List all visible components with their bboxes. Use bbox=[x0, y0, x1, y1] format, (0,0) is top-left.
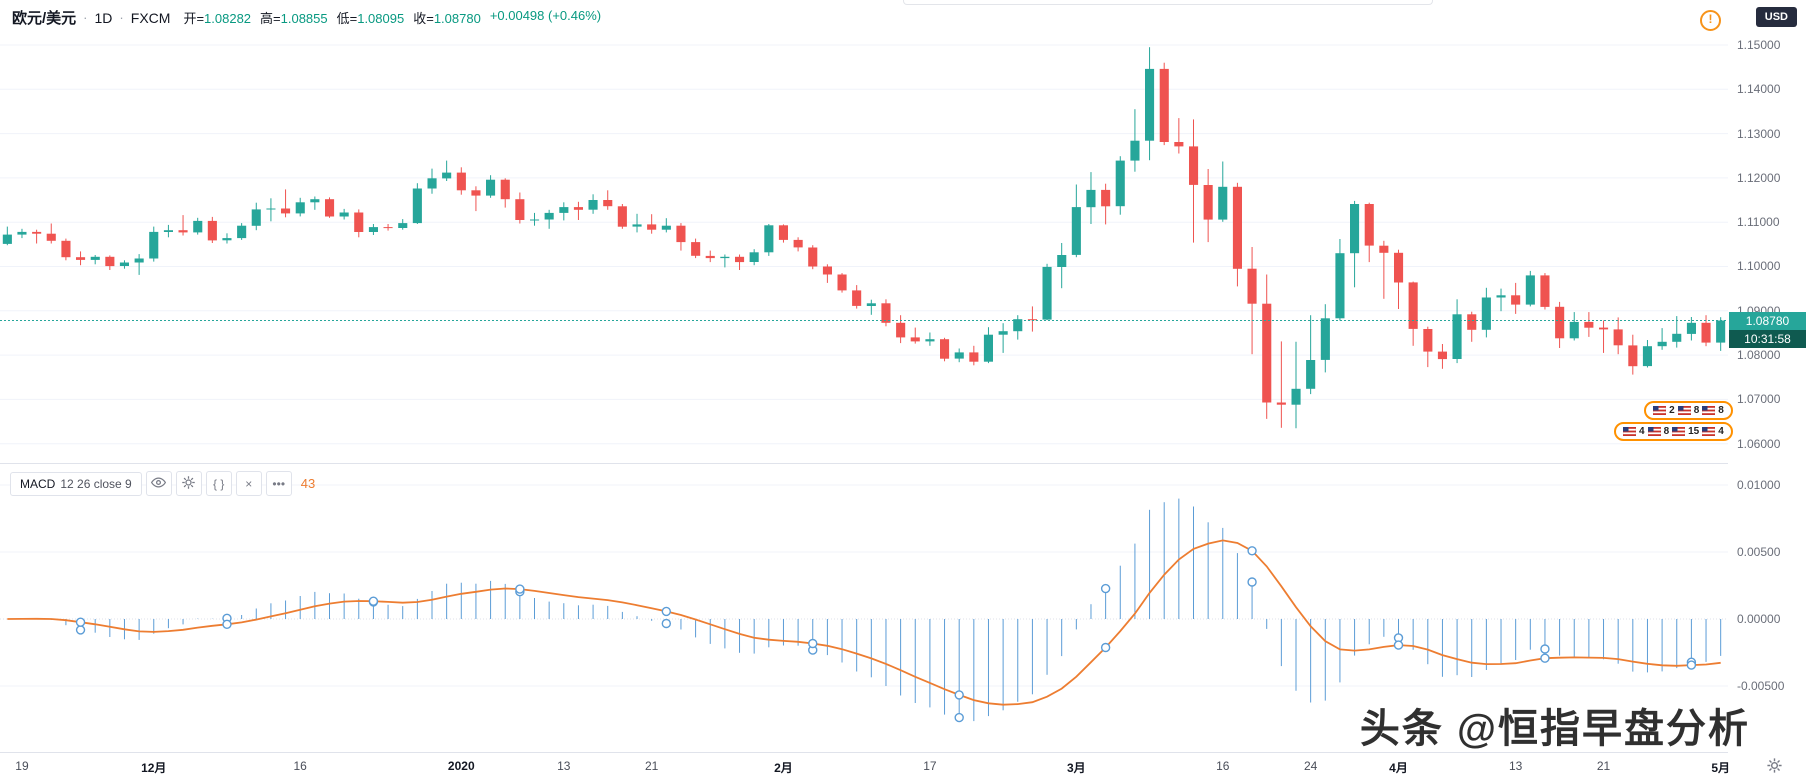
us-flag-icon bbox=[1647, 427, 1661, 436]
close-icon: × bbox=[245, 476, 253, 491]
close-value: 1.08780 bbox=[433, 11, 481, 26]
price-scale-label: 1.15000 bbox=[1737, 38, 1781, 52]
time-axis-label: 16 bbox=[1216, 759, 1230, 773]
price-scale-label: 1.14000 bbox=[1737, 82, 1781, 96]
time-axis-label: 4月 bbox=[1389, 761, 1408, 775]
time-axis-label: 21 bbox=[644, 759, 659, 773]
us-flag-icon bbox=[1653, 406, 1667, 415]
price-scale[interactable]: 1.15000 1.14000 1.13000 1.12000 1.11000 1.100… bbox=[1728, 0, 1808, 753]
last-price-badge: 1.08780 bbox=[1729, 312, 1806, 330]
price-scale-label: 1.06000 bbox=[1737, 437, 1781, 451]
price-scale-label: 1.07000 bbox=[1737, 392, 1781, 406]
sticker-count: 4 bbox=[1718, 426, 1724, 437]
event-sticker-row[interactable]: 4 8 15 4 bbox=[1614, 422, 1733, 441]
floating-toolbar-edge bbox=[903, 0, 1433, 5]
source-code-button[interactable]: { } bbox=[205, 471, 232, 496]
time-axis-label: 2月 bbox=[774, 761, 793, 775]
macd-title-box[interactable]: MACD 12 26 close 9 bbox=[10, 471, 142, 496]
sticker-count: 4 bbox=[1639, 426, 1645, 437]
open-label: 开= bbox=[183, 11, 205, 26]
time-axis-label: 16 bbox=[293, 759, 307, 773]
symbol-legend: 欧元/美元 · 1D · FXCM 开=1.08282 高=1.08855 低=… bbox=[12, 7, 601, 28]
separator-dot: · bbox=[119, 10, 124, 25]
low-value: 1.08095 bbox=[357, 11, 405, 26]
price-scale-label: 1.08000 bbox=[1737, 348, 1781, 362]
us-flag-icon bbox=[1677, 406, 1691, 415]
price-scale-label: 1.11000 bbox=[1737, 215, 1780, 229]
symbol-name[interactable]: 欧元/美元 bbox=[12, 10, 77, 27]
time-axis-label: 24 bbox=[1303, 759, 1318, 773]
close-label: 收= bbox=[413, 11, 434, 26]
macd-legend: MACD 12 26 close 9 { } × ••• 43 bbox=[10, 471, 315, 496]
sticker-count: 8 bbox=[1718, 405, 1724, 416]
us-flag-icon bbox=[1702, 427, 1716, 436]
watermark-text: 头条 @恒指早盘分析 bbox=[1359, 707, 1750, 751]
macd-scale-label: -0.00500 bbox=[1737, 679, 1785, 693]
braces-icon: { } bbox=[213, 476, 225, 491]
ohlc-values: 开=1.08282 高=1.08855 低=1.08095 收=1.08780 … bbox=[183, 8, 601, 27]
sticker-count: 15 bbox=[1688, 426, 1700, 437]
sticker-count: 2 bbox=[1669, 405, 1675, 416]
change-text: +0.00498 (+0.46%) bbox=[489, 8, 602, 23]
macd-scale-label: 0.00500 bbox=[1737, 545, 1781, 559]
high-value: 1.08855 bbox=[280, 11, 328, 26]
time-axis-settings-button[interactable] bbox=[1766, 757, 1783, 774]
low-label: 低= bbox=[336, 11, 358, 26]
more-icon: ••• bbox=[272, 476, 286, 491]
time-axis-label: 13 bbox=[557, 759, 571, 773]
macd-scale-label: 0.01000 bbox=[1737, 478, 1781, 492]
time-axis-label: 17 bbox=[923, 759, 937, 773]
macd-scale-label: 0.00000 bbox=[1737, 612, 1781, 626]
interval-label[interactable]: 1D bbox=[94, 9, 113, 26]
time-axis-label: 5月 bbox=[1711, 761, 1731, 775]
eye-icon bbox=[151, 475, 167, 493]
exchange-label[interactable]: FXCM bbox=[130, 9, 171, 26]
time-axis-label: 13 bbox=[1508, 759, 1523, 773]
high-label: 高= bbox=[260, 11, 281, 26]
price-scale-label: 1.13000 bbox=[1737, 127, 1781, 141]
time-axis-label: 12月 bbox=[141, 761, 167, 775]
us-flag-icon bbox=[1672, 427, 1686, 436]
time-axis-label: 2020 bbox=[447, 759, 475, 773]
data-delayed-icon[interactable]: ! bbox=[1700, 10, 1721, 31]
remove-indicator-button[interactable]: × bbox=[235, 471, 262, 496]
macd-title: MACD bbox=[20, 476, 56, 491]
currency-badge[interactable]: USD bbox=[1755, 7, 1797, 27]
us-flag-icon bbox=[1623, 427, 1636, 436]
more-options-button[interactable]: ••• bbox=[265, 471, 292, 496]
time-axis[interactable]: 19 12月 16 2020 13 21 2月 17 3月 16 24 4月 13 21 5月 bbox=[0, 753, 1808, 779]
macd-params: 12 26 close 9 bbox=[60, 476, 132, 491]
event-sticker-row[interactable]: 2 8 8 bbox=[1644, 401, 1733, 420]
us-flag-icon bbox=[1702, 406, 1716, 415]
event-stickers: 2 8 8 4 8 15 4 bbox=[1614, 401, 1733, 441]
separator-dot: · bbox=[83, 10, 88, 25]
macd-value-text: 43 bbox=[300, 476, 316, 491]
sticker-count: 8 bbox=[1663, 426, 1670, 437]
time-axis-label: 21 bbox=[1596, 759, 1611, 773]
price-scale-label: 1.12000 bbox=[1737, 171, 1781, 185]
gear-icon bbox=[1766, 758, 1783, 778]
indicator-settings-button[interactable] bbox=[175, 471, 202, 496]
sticker-count: 8 bbox=[1693, 405, 1700, 416]
gear-icon bbox=[181, 475, 196, 493]
time-axis-label: 19 bbox=[15, 759, 29, 773]
countdown-badge: 10:31:58 bbox=[1729, 330, 1806, 348]
visibility-eye-button[interactable] bbox=[145, 471, 172, 496]
price-scale-label: 1.10000 bbox=[1737, 259, 1781, 273]
time-axis-label: 3月 bbox=[1066, 761, 1086, 775]
open-value: 1.08282 bbox=[204, 11, 252, 26]
